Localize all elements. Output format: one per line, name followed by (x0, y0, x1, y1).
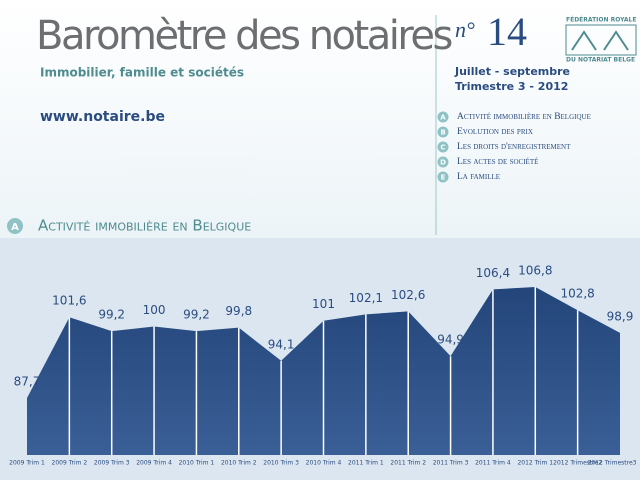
x-tick-label: 2011 Trim 3 (433, 460, 469, 467)
x-tick-label: 2009 Trim 1 (9, 460, 45, 467)
x-tick-label: 2012 Trimestre2 (553, 460, 602, 467)
x-tick-label: 2012 Trim 1 (517, 460, 553, 467)
value-label: 102,8 (560, 287, 594, 301)
value-label: 99,2 (98, 308, 125, 322)
x-tick-label: 2010 Trim 1 (179, 460, 215, 467)
quarter: Trimestre 3 - 2012 (455, 80, 568, 93)
value-label: 106,8 (518, 264, 552, 278)
value-label: 99,2 (183, 308, 210, 322)
x-tick-label: 2011 Trim 1 (348, 460, 384, 467)
contents-letter: B (440, 129, 445, 137)
value-label: 102,6 (391, 288, 425, 302)
contents-badge (437, 141, 449, 153)
contents-letter: C (440, 144, 445, 152)
contents-letter: D (440, 159, 446, 167)
value-label: 101,6 (52, 294, 86, 308)
section-badge (7, 218, 23, 234)
value-label: 98,9 (607, 309, 634, 323)
x-tick-label: 2009 Trim 4 (136, 460, 172, 467)
contents-item: La famille (457, 172, 500, 182)
issue-number: 14 (487, 9, 527, 54)
subtitle: Immobilier, famille et sociétés (40, 66, 244, 80)
value-label: 106,4 (476, 266, 510, 280)
contents-badge (437, 156, 449, 168)
value-label: 87,7 (14, 375, 41, 389)
federation: FÉDÉRATION ROYALE (566, 16, 636, 24)
x-tick-label: 2009 Trim 3 (94, 460, 130, 467)
website: www.notaire.be (40, 109, 165, 125)
section-letter: A (11, 222, 19, 233)
x-tick-label: 2009 Trim 2 (52, 460, 88, 467)
issue-prefix: n° (455, 17, 475, 42)
contents-item: Les droits d'enregistrement (457, 142, 571, 152)
contents-badge (437, 171, 449, 183)
value-label: 94,9 (437, 333, 464, 347)
x-tick-label: 2010 Trim 2 (221, 460, 257, 467)
period: Juillet - septembre (454, 65, 570, 78)
contents-letter: E (441, 174, 446, 182)
contents-letter: A (440, 114, 446, 122)
value-label: 102,1 (349, 291, 383, 305)
logo (565, 24, 637, 56)
value-label: 100 (143, 303, 166, 317)
value-label: 101 (312, 297, 335, 311)
value-label: 99,8 (225, 304, 252, 318)
contents-item: Les actes de société (457, 157, 538, 167)
federation: DU NOTARIAT BELGE (566, 57, 635, 64)
x-tick-label: 2011 Trim 2 (390, 460, 426, 467)
contents-badge (437, 126, 449, 138)
contents-badge (437, 111, 449, 123)
section-title: Activité immobilière en Belgique (38, 217, 251, 235)
x-tick-label: 2011 Trim 4 (475, 460, 511, 467)
logo-icon (571, 30, 629, 51)
x-tick-label: 2012 Trimestre3 (588, 460, 637, 467)
contents-item: Evolution des prix (457, 127, 533, 137)
contents-item: Activité immobilière en Belgique (457, 112, 591, 122)
value-label: 94,1 (268, 337, 295, 351)
x-tick-label: 2010 Trim 3 (263, 460, 299, 467)
x-tick-label: 2010 Trim 4 (306, 460, 342, 467)
title: Baromètre des notaires (36, 13, 452, 59)
